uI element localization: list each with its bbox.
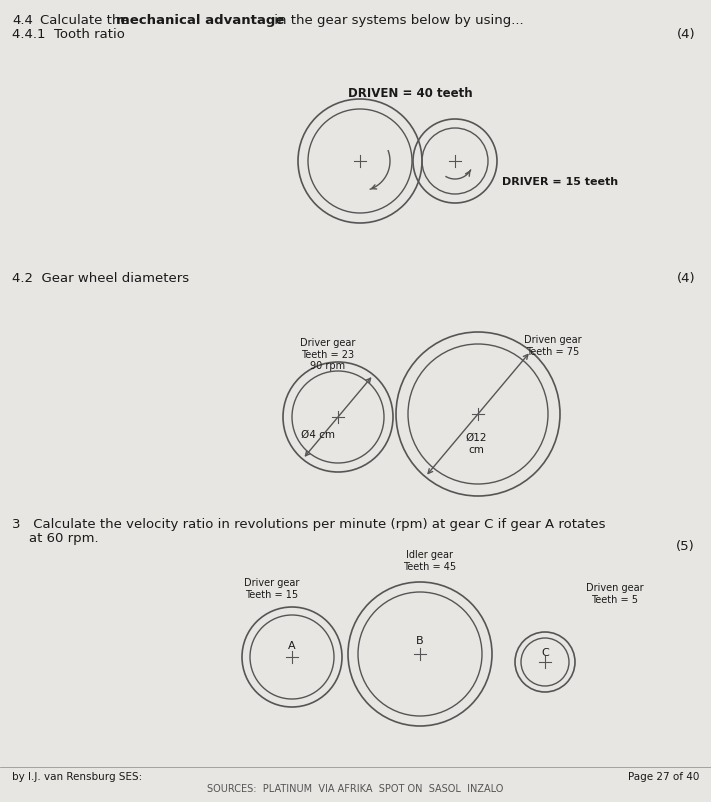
Text: Driven gear
Teeth = 5: Driven gear Teeth = 5	[586, 582, 644, 604]
Text: Driver gear
Teeth = 23
90 rpm: Driver gear Teeth = 23 90 rpm	[300, 338, 356, 371]
Text: (4): (4)	[676, 28, 695, 41]
Text: mechanical advantage: mechanical advantage	[116, 14, 284, 27]
Text: (5): (5)	[676, 539, 695, 553]
Text: Ø4 cm: Ø4 cm	[301, 429, 335, 439]
Text: by I.J. van Rensburg SES:: by I.J. van Rensburg SES:	[12, 771, 142, 781]
Text: in the gear systems below by using...: in the gear systems below by using...	[270, 14, 523, 27]
Text: DRIVER = 15 teeth: DRIVER = 15 teeth	[502, 176, 618, 187]
Text: 3   Calculate the velocity ratio in revolutions per minute (rpm) at gear C if ge: 3 Calculate the velocity ratio in revolu…	[12, 517, 606, 530]
Text: B: B	[416, 635, 424, 645]
Text: Calculate the: Calculate the	[40, 14, 133, 27]
Text: (4): (4)	[676, 272, 695, 285]
Text: A: A	[288, 640, 296, 650]
Text: C: C	[541, 647, 549, 657]
Text: Driver gear
Teeth = 15: Driver gear Teeth = 15	[245, 577, 300, 599]
Text: 4.2  Gear wheel diameters: 4.2 Gear wheel diameters	[12, 272, 189, 285]
Text: DRIVEN = 40 teeth: DRIVEN = 40 teeth	[348, 87, 472, 100]
Text: Ø12
cm: Ø12 cm	[465, 432, 487, 454]
Text: at 60 rpm.: at 60 rpm.	[12, 532, 99, 545]
Text: 4.4.1  Tooth ratio: 4.4.1 Tooth ratio	[12, 28, 125, 41]
Text: Idler gear
Teeth = 45: Idler gear Teeth = 45	[403, 549, 456, 571]
Text: Page 27 of 40: Page 27 of 40	[628, 771, 699, 781]
Text: 4.4: 4.4	[12, 14, 33, 27]
Text: SOURCES:  PLATINUM  VIA AFRIKA  SPOT ON  SASOL  INZALO: SOURCES: PLATINUM VIA AFRIKA SPOT ON SAS…	[207, 783, 503, 793]
Text: Driven gear
Teeth = 75: Driven gear Teeth = 75	[524, 334, 582, 356]
